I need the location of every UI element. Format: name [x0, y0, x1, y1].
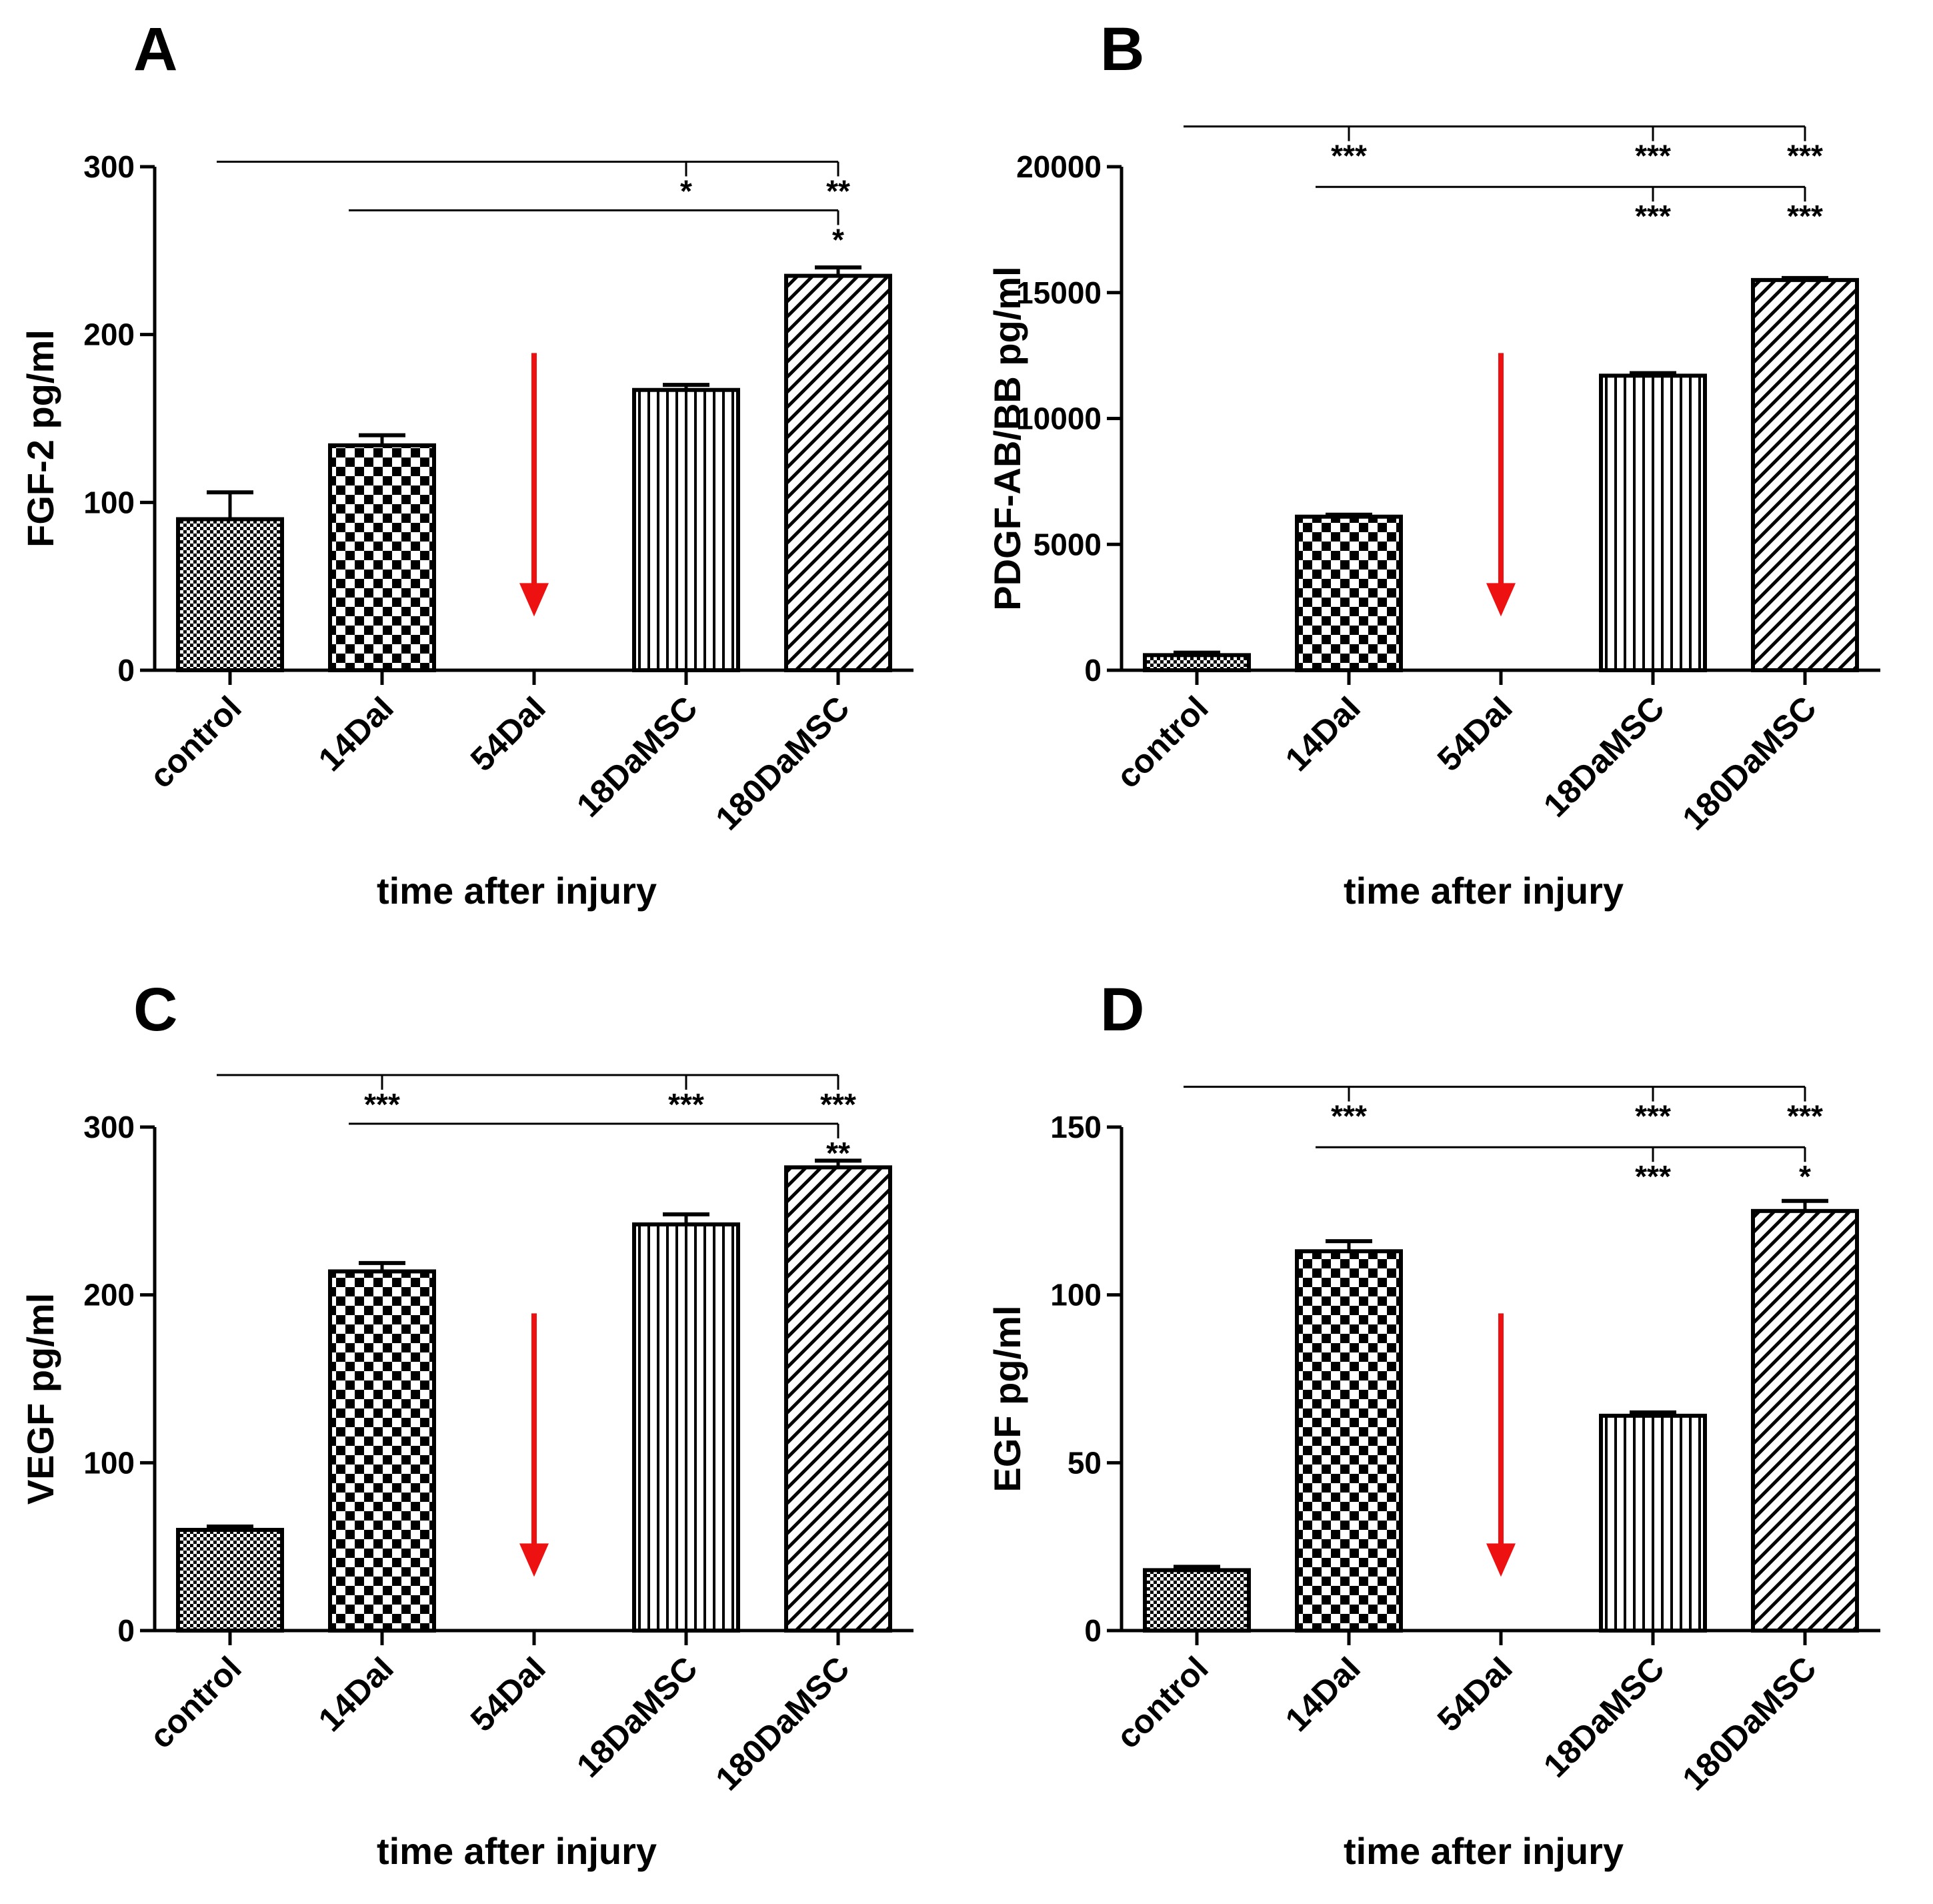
significance-stars: *** [1787, 199, 1823, 233]
significance-stars: ** [826, 173, 850, 208]
significance-stars: *** [1635, 139, 1671, 173]
category-label: 14DaI [1278, 1649, 1368, 1739]
panel-c: C 0 100 200 300 VEGF pg/ml time after injury co… [19, 976, 913, 1872]
y-tick-label: 0 [1084, 1613, 1102, 1648]
y-tick-label: 300 [83, 1110, 135, 1144]
panel-letter: D [1100, 976, 1144, 1044]
category-label: 180DaMSC [1675, 689, 1823, 837]
significance-stars: *** [1787, 139, 1823, 173]
bar-18damsc [1599, 1413, 1707, 1633]
significance-stars: *** [1787, 1099, 1823, 1134]
bar-control [1143, 653, 1251, 672]
y-axis-title: PDGF-AB/BB pg/ml [986, 266, 1028, 610]
significance-stars: *** [1635, 199, 1671, 233]
y-tick-label: 0 [117, 1613, 135, 1648]
significance-stars: ** [826, 1136, 850, 1170]
category-label: 18DaMSC [569, 1649, 705, 1785]
category-label: control [1109, 689, 1215, 795]
panel-b: B 0 5000 10000 15000 20000 PDGF-AB/BB pg/ml tim… [986, 15, 1880, 912]
y-tick-label: 300 [83, 149, 135, 184]
y-axis-title: FGF-2 pg/ml [19, 329, 61, 548]
significance-stars: * [1799, 1159, 1811, 1194]
significance-stars: *** [1331, 1099, 1367, 1134]
category-label: 18DaMSC [1536, 689, 1672, 824]
bar-18damsc [632, 1222, 740, 1633]
y-tick-label: 5000 [1034, 527, 1102, 562]
bar-14dai [328, 443, 436, 672]
bar-180damsc [1751, 1208, 1859, 1633]
bar-18damsc [632, 387, 740, 672]
category-label: 14DaI [1278, 689, 1368, 778]
significance-stars: *** [668, 1087, 704, 1122]
bar-control [1143, 1568, 1251, 1633]
bar-180damsc [1751, 277, 1859, 672]
y-tick-label: 100 [1050, 1278, 1102, 1312]
significance-stars: * [680, 173, 692, 208]
y-axis-title: VEGF pg/ml [19, 1293, 61, 1505]
category-label: 54DaI [463, 1649, 553, 1739]
category-label: 18DaMSC [569, 689, 705, 824]
red-arrow-head [519, 1543, 549, 1577]
significance-stars: * [832, 222, 844, 257]
bar-18damsc [1599, 373, 1707, 672]
category-label: 180DaMSC [1675, 1649, 1823, 1797]
x-axis-title: time after injury [377, 1830, 657, 1872]
y-tick-label: 20000 [1016, 149, 1102, 184]
significance-stars: *** [1635, 1099, 1671, 1134]
significance-stars: *** [1331, 139, 1367, 173]
category-label: 14DaI [311, 1649, 401, 1739]
red-arrow-head [519, 583, 549, 617]
significance-stars: *** [1635, 1159, 1671, 1194]
y-tick-label: 0 [1084, 653, 1102, 688]
bar-14dai [1295, 1249, 1403, 1633]
panel-letter: C [133, 976, 177, 1044]
y-tick-label: 50 [1068, 1445, 1102, 1480]
x-axis-title: time after injury [377, 870, 657, 912]
category-label: control [142, 1649, 248, 1755]
red-arrow-head [1486, 583, 1516, 617]
y-tick-label: 150 [1050, 1110, 1102, 1144]
y-tick-label: 100 [83, 485, 135, 520]
category-label: 54DaI [1430, 1649, 1520, 1739]
y-tick-label: 10000 [1016, 401, 1102, 436]
bar-control [176, 517, 284, 672]
bar-180damsc [784, 273, 892, 673]
bar-14dai [328, 1269, 436, 1633]
category-label: 54DaI [1430, 689, 1520, 778]
category-label: 54DaI [463, 689, 553, 778]
bar-14dai [1295, 514, 1403, 672]
category-label: control [1109, 1649, 1215, 1755]
significance-stars: *** [820, 1087, 856, 1122]
y-tick-label: 100 [83, 1445, 135, 1480]
y-tick-label: 200 [83, 1278, 135, 1312]
bar-180damsc [784, 1165, 892, 1633]
panel-d: D 0 50 100 150 EGF pg/ml time after injury cont… [986, 976, 1880, 1872]
category-label: 180DaMSC [708, 689, 856, 837]
category-label: 14DaI [311, 689, 401, 778]
y-axis-title: EGF pg/ml [986, 1306, 1028, 1493]
significance-stars: *** [364, 1087, 400, 1122]
y-tick-label: 0 [117, 653, 135, 688]
category-label: 18DaMSC [1536, 1649, 1672, 1785]
x-axis-title: time after injury [1344, 1830, 1624, 1872]
category-label: 180DaMSC [708, 1649, 856, 1797]
panel-letter: B [1100, 15, 1144, 83]
panel-a: A 0 100 200 300 FGF-2 pg/ml time after injury c… [19, 15, 913, 912]
x-axis-title: time after injury [1344, 870, 1624, 912]
panel-letter: A [133, 15, 177, 83]
y-tick-label: 200 [83, 317, 135, 352]
y-tick-label: 15000 [1016, 275, 1102, 310]
bar-control [176, 1528, 284, 1633]
red-arrow-head [1486, 1543, 1516, 1577]
category-label: control [142, 689, 248, 795]
